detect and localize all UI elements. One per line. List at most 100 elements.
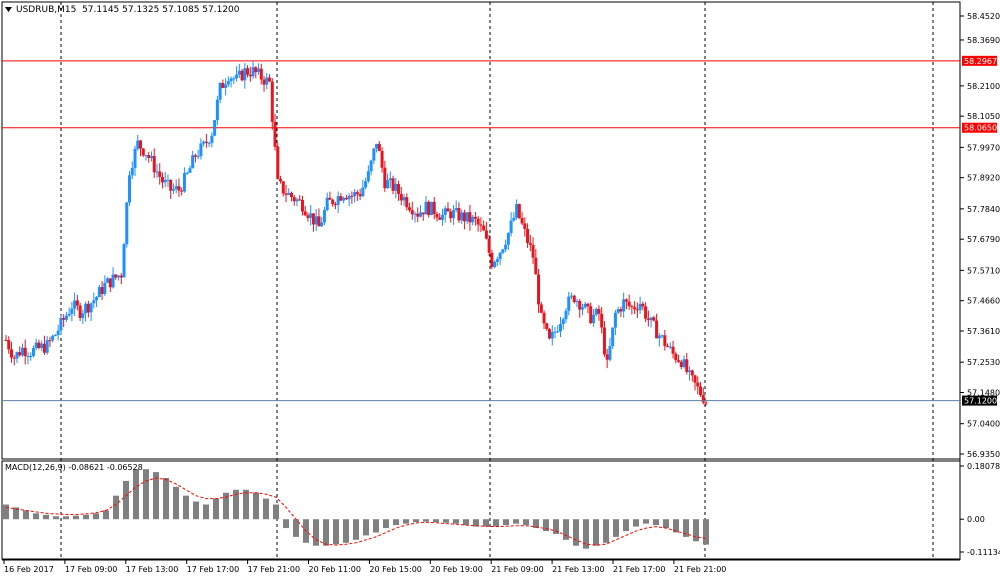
bear-candle — [539, 304, 543, 313]
bull-candle — [386, 180, 390, 189]
bear-candle — [410, 210, 414, 215]
bull-candle — [493, 261, 497, 268]
macd-histogram-bar — [433, 519, 439, 523]
time-tick-label: 20 Feb 15:00 — [369, 565, 421, 574]
time-tick-label: 17 Feb 13:00 — [126, 565, 178, 574]
time-tick-label: 21 Feb 21:00 — [674, 565, 726, 574]
bear-candle — [180, 190, 184, 192]
bull-candle — [229, 78, 233, 82]
macd-histogram-bar — [73, 515, 79, 520]
macd-histogram-bar — [563, 519, 569, 540]
bear-candle — [152, 156, 156, 173]
macd-histogram-bar — [33, 513, 39, 520]
bear-candle — [279, 178, 283, 182]
bull-candle — [361, 187, 365, 197]
bear-candle — [589, 306, 593, 324]
bull-candle — [92, 300, 96, 304]
bull-candle — [660, 335, 664, 337]
bear-candle — [331, 199, 335, 205]
bear-candle — [18, 352, 22, 356]
bear-candle — [526, 228, 530, 243]
bear-candle — [344, 197, 348, 200]
macd-histogram-bar — [273, 504, 279, 520]
bear-candle — [701, 395, 705, 403]
macd-histogram-bar — [373, 519, 379, 533]
bull-candle — [215, 99, 219, 121]
bear-candle — [139, 140, 143, 149]
bear-candle — [339, 196, 343, 201]
bull-candle — [95, 297, 99, 301]
bear-candle — [666, 345, 670, 347]
price-tick-label: 58.3690 — [967, 36, 1000, 45]
macd-histogram-bar — [153, 472, 159, 520]
bear-candle — [9, 349, 13, 358]
triangle-down-icon[interactable] — [5, 7, 12, 12]
macd-histogram-bar — [23, 510, 29, 520]
macd-histogram-bar — [53, 516, 59, 520]
bear-candle — [37, 342, 41, 348]
bull-candle — [210, 135, 214, 143]
bull-candle — [314, 216, 318, 225]
bull-candle — [504, 244, 508, 250]
price-tick-label: 57.4660 — [967, 297, 1000, 306]
bull-candle — [509, 220, 513, 233]
bear-candle — [490, 252, 494, 268]
macd-histogram-bar — [163, 478, 169, 520]
bear-candle — [147, 155, 151, 158]
bear-candle — [619, 309, 623, 312]
bear-candle — [62, 317, 66, 320]
bear-candle — [473, 216, 477, 219]
bear-candle — [468, 212, 472, 223]
bear-candle — [528, 242, 532, 245]
macd-histogram-bar — [333, 519, 339, 545]
bull-candle — [133, 148, 137, 169]
current-price-tag — [962, 395, 997, 406]
macd-histogram-bar — [673, 519, 679, 533]
price-tick-label: 57.3610 — [967, 327, 1000, 336]
bull-candle — [616, 309, 620, 313]
bull-candle — [668, 346, 672, 348]
macd-histogram-bar — [423, 519, 429, 522]
bull-candle — [111, 274, 115, 288]
bull-candle — [251, 67, 255, 77]
bear-candle — [350, 195, 354, 197]
bear-candle — [537, 274, 541, 305]
bull-candle — [649, 317, 653, 321]
price-tick-label: 57.1480 — [967, 389, 1000, 398]
bear-candle — [141, 148, 145, 156]
bear-candle — [545, 323, 549, 330]
bull-candle — [460, 212, 464, 221]
bull-candle — [353, 192, 357, 197]
bear-candle — [416, 213, 420, 217]
bull-candle — [682, 359, 686, 367]
bear-candle — [383, 167, 387, 189]
bull-candle — [174, 186, 178, 190]
bear-candle — [169, 179, 173, 191]
macd-histogram-bar — [363, 519, 369, 536]
bull-candle — [336, 196, 340, 205]
bull-candle — [451, 210, 455, 219]
bear-candle — [663, 335, 667, 346]
bear-candle — [4, 339, 8, 341]
price-tick-label: 57.7840 — [967, 205, 1000, 214]
bull-candle — [171, 189, 175, 191]
macd-histogram-bar — [653, 519, 659, 526]
bear-candle — [86, 303, 90, 313]
macd-histogram-bar — [583, 519, 589, 549]
bear-candle — [160, 176, 164, 183]
bull-candle — [613, 312, 617, 328]
bear-candle — [380, 150, 384, 168]
bull-candle — [322, 210, 326, 223]
macd-tick-label: -0.11134 — [967, 548, 1000, 557]
bear-candle — [597, 308, 601, 314]
macd-histogram-bar — [413, 519, 419, 523]
bull-candle — [34, 342, 38, 349]
bull-candle — [40, 343, 44, 348]
macd-histogram-bar — [83, 514, 89, 520]
bull-candle — [155, 171, 159, 173]
bear-candle — [268, 77, 272, 82]
bear-candle — [646, 318, 650, 321]
bull-candle — [591, 314, 595, 324]
